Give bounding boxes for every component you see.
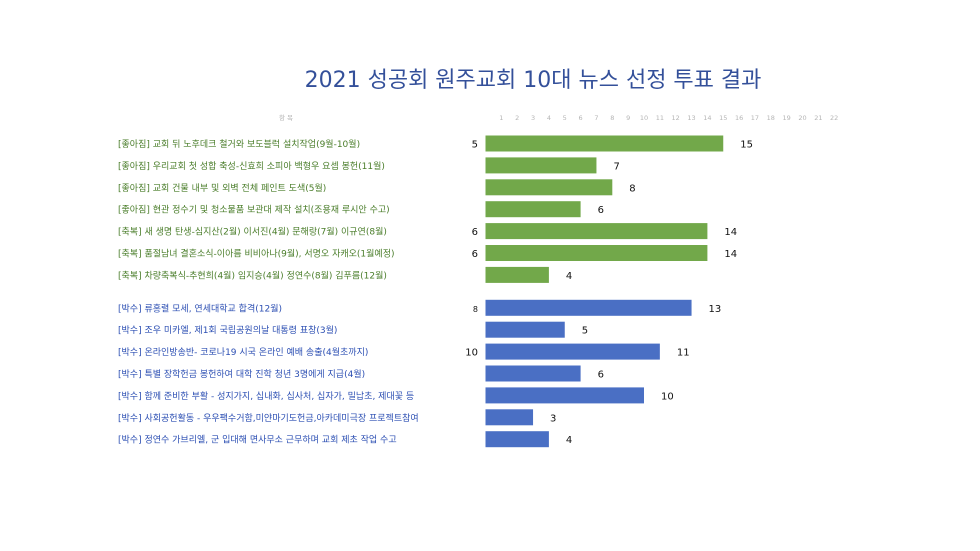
- category-label: [좋아짐] 현관 정수기 및 청소물품 보관대 제작 설치(조용재 루시안 수고…: [118, 204, 390, 216]
- x-tick-label: 9: [626, 114, 630, 122]
- value-label: 15: [740, 140, 753, 151]
- bar: [485, 135, 724, 152]
- x-tick-label: 2: [515, 114, 519, 122]
- bar: [485, 431, 549, 448]
- x-tick-label: 21: [814, 114, 822, 122]
- value-label: 14: [724, 227, 737, 238]
- bar: [485, 179, 613, 196]
- category-label: [박수] 류홍렬 모세, 연세대학교 합격(12월): [118, 302, 282, 314]
- bar: [485, 157, 597, 174]
- bar: [485, 245, 708, 261]
- x-tick-label: 8: [610, 114, 614, 122]
- bar: [485, 321, 565, 338]
- bar: [485, 343, 660, 360]
- x-tick-label: 13: [687, 114, 695, 122]
- x-tick-label: 10: [640, 114, 648, 122]
- value-label: 10: [661, 391, 674, 402]
- category-label: [박수] 정연수 가브리엘, 군 입대해 면사무소 근무하며 교회 제초 작업 …: [118, 434, 397, 446]
- bar: [485, 409, 534, 426]
- left-value-label: 5: [472, 140, 478, 151]
- category-label: [축복] 새 생명 탄생-심지산(2월) 이서진(4월) 문해랑(7월) 이규연…: [118, 226, 387, 238]
- category-label: [축복] 품절남녀 결혼소식-이아름 비비아나(9월), 서명오 자캐오(1월예…: [118, 248, 395, 260]
- x-tick-label: 7: [594, 114, 598, 122]
- value-label: 7: [613, 161, 619, 172]
- corner-label: 항 목: [279, 113, 293, 122]
- category-label: [박수] 함께 준비한 부활 - 성지가지, 십내화, 십사처, 십자가, 밀납…: [118, 390, 414, 402]
- category-label: [좋아짐] 우리교회 첫 성합 축성-신효희 소피아 백형우 요셉 봉헌(11월…: [118, 160, 385, 172]
- category-label: [박수] 온라인방송반- 코로나19 시국 온라인 예배 송출(4월초까지): [118, 346, 368, 358]
- value-label: 11: [677, 348, 690, 359]
- left-value-label: 8: [473, 305, 478, 314]
- bar: [485, 365, 581, 382]
- value-label: 13: [709, 304, 722, 315]
- bar: [485, 223, 708, 240]
- left-value-label: 6: [472, 249, 478, 260]
- value-label: 14: [724, 249, 737, 260]
- x-tick-label: 4: [547, 114, 551, 122]
- x-tick-label: 20: [798, 114, 806, 122]
- x-tick-label: 22: [830, 114, 838, 122]
- x-tick-label: 14: [703, 114, 711, 122]
- x-tick-label: 15: [719, 114, 727, 122]
- bar: [485, 266, 549, 283]
- x-tick-label: 5: [563, 114, 567, 122]
- left-value-label: 10: [465, 348, 478, 359]
- value-label: 5: [582, 326, 588, 337]
- category-label: [축복] 차량축복식-추현희(4월) 임지승(4월) 정연수(8월) 김푸름(1…: [118, 269, 387, 281]
- category-label: [박수] 조우 미카엘, 제1회 국립공원의날 대통령 표창(3월): [118, 324, 337, 336]
- x-tick-label: 12: [672, 114, 680, 122]
- category-label: [박수] 사회공헌활동 - 우우팩수거함,미얀마기도헌금,아카데미극장 프로젝트…: [118, 412, 419, 424]
- x-tick-label: 3: [531, 114, 535, 122]
- value-label: 6: [598, 205, 604, 216]
- x-tick-label: 11: [656, 114, 664, 122]
- x-tick-label: 1: [499, 114, 503, 122]
- bar: [485, 299, 692, 316]
- x-tick-label: 16: [735, 114, 743, 122]
- bar: [485, 387, 644, 404]
- left-value-label: 6: [472, 227, 478, 238]
- value-label: 4: [566, 435, 572, 446]
- category-label: [박수] 특별 장학헌금 봉헌하여 대학 진학 청년 3명에게 지급(4월): [118, 368, 365, 380]
- bar: [485, 201, 581, 218]
- category-label: [좋아짐] 교회 건물 내부 및 외벽 전체 페인트 도색(5월): [118, 182, 326, 194]
- value-label: 4: [566, 271, 572, 282]
- category-label: [좋아짐] 교회 뒤 노후데크 철거와 보도블럭 설치작업(9월-10월): [118, 138, 360, 150]
- x-tick-label: 18: [767, 114, 775, 122]
- value-label: 8: [629, 183, 635, 194]
- chart-title: 2021 성공회 원주교회 10대 뉴스 선정 투표 결과: [304, 68, 762, 93]
- x-tick-label: 19: [783, 114, 791, 122]
- value-label: 6: [598, 370, 604, 381]
- value-label: 3: [550, 413, 556, 424]
- x-tick-label: 6: [579, 114, 583, 122]
- x-tick-label: 17: [751, 114, 759, 122]
